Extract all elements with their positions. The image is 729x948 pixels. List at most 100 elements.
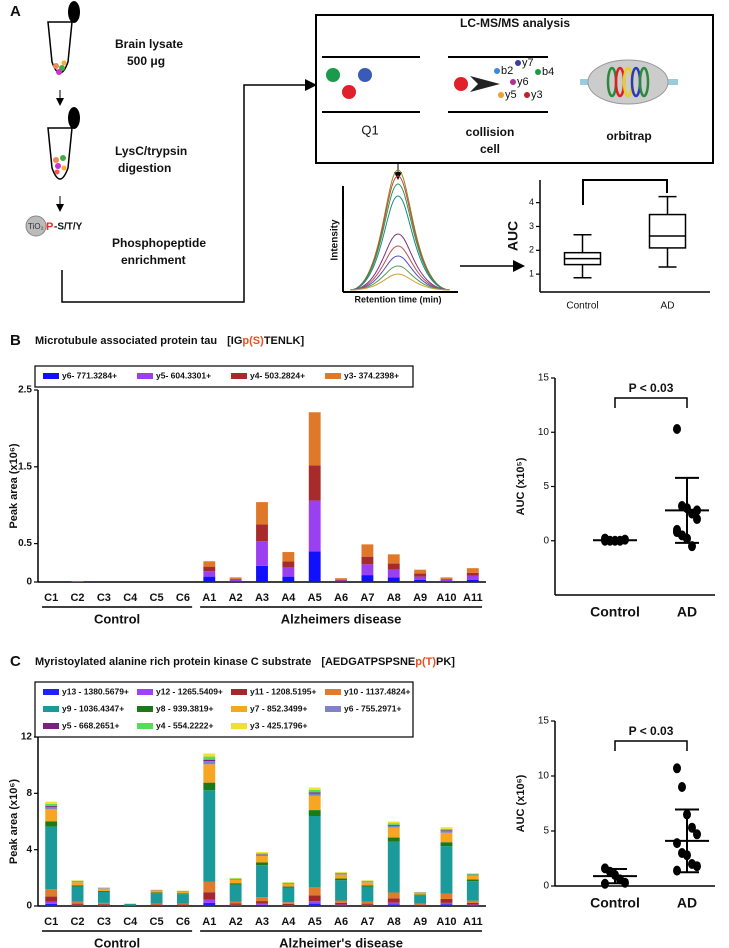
y-tick-label: 0 xyxy=(543,535,549,546)
bar-segment xyxy=(335,579,347,581)
annotation: P < 0.03 xyxy=(629,724,674,738)
x-tick-label: A3 xyxy=(255,916,269,928)
lcms-title: LC-MS/MS analysis xyxy=(460,16,570,30)
bar-segment xyxy=(308,787,321,790)
bar-segment xyxy=(335,874,347,879)
bar-segment xyxy=(45,803,58,806)
x-tick-label: AD xyxy=(677,604,697,620)
bar-segment xyxy=(308,465,321,501)
dot xyxy=(673,423,681,434)
bar-segment xyxy=(414,892,427,895)
x-tick-label: C5 xyxy=(150,916,164,928)
bar-segment xyxy=(387,569,400,578)
bar-segment xyxy=(335,873,347,875)
y-axis-label: Peak area (x10⁶) xyxy=(8,779,20,865)
bar-segment xyxy=(229,877,242,879)
bar-segment xyxy=(308,903,321,906)
bar-segment xyxy=(414,903,427,905)
peptide-phospho: p(T) xyxy=(415,656,436,668)
x-tick-label: A5 xyxy=(308,916,322,928)
x-tick-label: A5 xyxy=(308,592,322,604)
bar-segment xyxy=(203,892,216,900)
q1-label: Q1 xyxy=(361,122,378,137)
bar-segment xyxy=(387,902,400,905)
bar-segment xyxy=(361,903,374,905)
bar-segment xyxy=(229,579,242,582)
bar-segment xyxy=(308,795,321,811)
bar-segment xyxy=(440,827,453,829)
x-tick-label: AD xyxy=(661,301,675,312)
bar-segment xyxy=(308,816,321,887)
bar-segment xyxy=(387,563,400,570)
x-tick-label: A10 xyxy=(436,592,456,604)
bar-segment xyxy=(440,904,453,906)
bar-segment xyxy=(335,902,347,905)
y-tick-label: 2.5 xyxy=(18,385,32,396)
bar-segment xyxy=(308,793,321,796)
bar-segment xyxy=(150,903,163,905)
legend-label: y9 - 1036.4347+ xyxy=(62,703,124,713)
flow-arrow xyxy=(61,79,317,303)
x-tick-label: A6 xyxy=(334,916,348,928)
bar-segment xyxy=(308,412,321,466)
bar-segment xyxy=(414,894,427,896)
step-label: LysC/trypsin xyxy=(115,144,187,158)
bar-segment xyxy=(97,890,110,892)
fragment-label: y3 xyxy=(531,89,543,101)
panel-label: C xyxy=(10,653,21,670)
bar-segment xyxy=(466,575,479,580)
collision-label: cell xyxy=(480,142,500,156)
bar-segment xyxy=(150,892,163,894)
y-axis-label: AUC (x10⁵) xyxy=(515,457,527,515)
bar-segment xyxy=(256,865,268,898)
x-tick-label: Control xyxy=(590,895,640,911)
y-axis-label: AUC xyxy=(505,221,521,251)
bar-segment xyxy=(282,567,295,577)
x-tick-label: A1 xyxy=(202,592,216,604)
bar-segment xyxy=(414,904,427,906)
bar-segment xyxy=(387,824,400,826)
significance-bracket xyxy=(614,397,688,408)
bar-segment xyxy=(256,901,268,904)
fragment-label: y7 xyxy=(522,57,534,69)
bar-segment xyxy=(440,898,453,903)
bar-segment xyxy=(361,881,374,883)
dot xyxy=(673,838,681,849)
y-tick-label: 5 xyxy=(543,481,549,492)
x-tick-label: C3 xyxy=(97,592,111,604)
bar-segment xyxy=(71,905,84,906)
axis-label: Intensity xyxy=(330,219,341,261)
bar-segment xyxy=(361,575,374,582)
bar-segment xyxy=(308,551,321,582)
legend-box xyxy=(34,365,414,388)
bar-segment xyxy=(440,830,453,832)
bar-segment xyxy=(414,569,427,574)
dot xyxy=(678,782,686,792)
x-tick-label: C4 xyxy=(123,916,138,928)
fragment-label: y5 xyxy=(505,89,517,101)
x-tick-label: A11 xyxy=(463,916,483,928)
legend-box xyxy=(34,681,414,738)
bar-segment xyxy=(440,578,453,580)
bar-segment xyxy=(387,892,400,899)
bar-segment xyxy=(71,880,84,881)
y-tick-label: 10 xyxy=(538,771,550,782)
legend-label: y11 - 1208.5195+ xyxy=(250,686,316,696)
box xyxy=(648,213,687,249)
phospho-label: P xyxy=(46,221,53,233)
bar-segment xyxy=(308,901,321,904)
y-tick-label: 0 xyxy=(26,901,32,912)
bar-segment xyxy=(387,823,400,825)
bar-segment xyxy=(256,862,268,866)
bar-segment xyxy=(414,895,427,904)
panel-label: A xyxy=(10,3,21,20)
legend-label: y6 - 755.2971+ xyxy=(344,703,401,713)
y-tick-label: 12 xyxy=(21,732,33,743)
bar-segment xyxy=(335,900,347,903)
bar-segment xyxy=(229,878,242,879)
step-label: 500 μg xyxy=(127,54,165,68)
peptide-phospho: p(S) xyxy=(242,335,264,347)
bar-segment xyxy=(387,898,400,903)
bar-segment xyxy=(466,905,479,906)
bar-segment xyxy=(466,881,479,901)
